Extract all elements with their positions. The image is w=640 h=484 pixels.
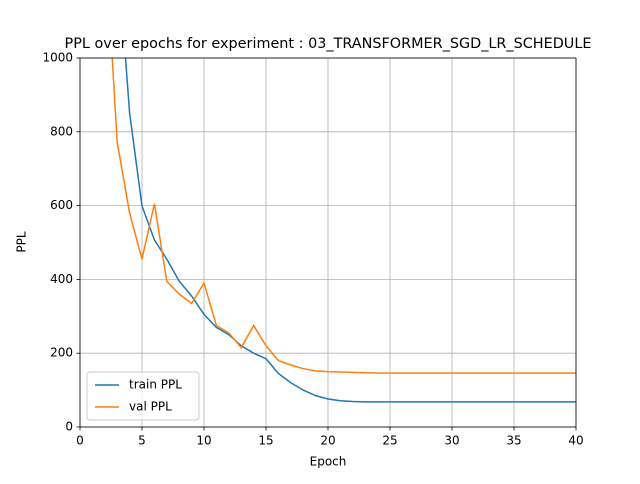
plot-area: [111, 58, 576, 403]
x-tick-label: 0: [76, 434, 84, 448]
legend-label: val PPL: [129, 400, 172, 414]
y-tick-label: 1000: [42, 51, 73, 65]
y-tick-label: 200: [50, 346, 73, 360]
y-tick-label: 600: [50, 198, 73, 212]
series-line: [124, 58, 576, 403]
x-tick-label: 15: [258, 434, 273, 448]
x-tick-label: 20: [320, 434, 335, 448]
x-tick-label: 30: [444, 434, 459, 448]
chart-title: PPL over epochs for experiment : 03_TRAN…: [65, 36, 592, 52]
legend-frame: [86, 371, 200, 421]
x-tick-label: 35: [506, 434, 521, 448]
legend-label: train PPL: [129, 378, 182, 392]
x-axis-label: Epoch: [310, 455, 347, 469]
y-axis-label: PPL: [15, 231, 29, 252]
x-tick-label: 40: [568, 434, 583, 448]
x-tick-label: 10: [196, 434, 211, 448]
y-tick-label: 400: [50, 272, 73, 286]
x-tick-label: 5: [138, 434, 146, 448]
series-line: [111, 58, 576, 374]
y-tick-label: 0: [65, 420, 73, 434]
x-tick-label: 25: [382, 434, 397, 448]
legend: train PPL val PPL: [86, 371, 200, 421]
y-tick-label: 800: [50, 124, 73, 138]
